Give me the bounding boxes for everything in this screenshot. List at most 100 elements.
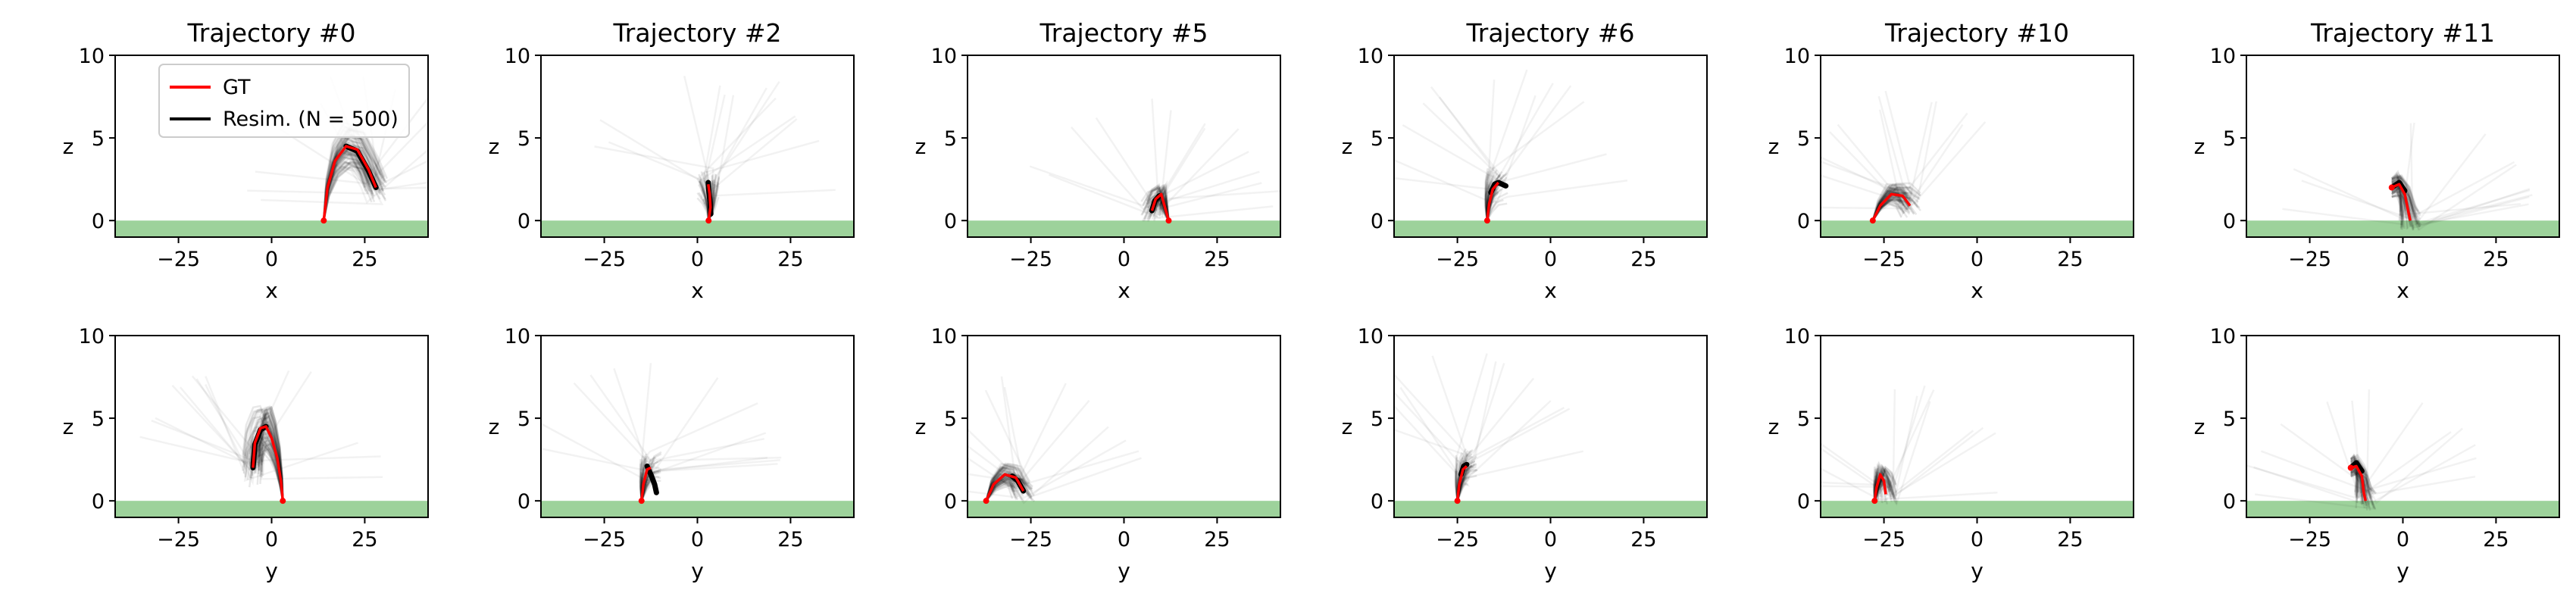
resim-trajectory	[699, 180, 710, 221]
x-tick-label: 0	[1544, 528, 1557, 551]
ground-strip	[2246, 220, 2559, 237]
resim-trajectory	[696, 197, 710, 221]
resim-trajectory	[985, 426, 1109, 504]
resim-trajectory	[639, 462, 644, 501]
x-tick-label: −25	[1862, 248, 1905, 271]
resim-trajectory	[1141, 193, 1170, 221]
resim-trajectory	[2350, 467, 2364, 501]
resim-trajectory	[1871, 191, 1921, 221]
resim-trajectory	[2349, 457, 2477, 493]
y-tick-label: 0	[2223, 490, 2236, 514]
resim-trajectory	[2391, 175, 2421, 226]
y-tick-label: 5	[2223, 127, 2236, 151]
resim-trajectory	[699, 179, 710, 221]
resim-trajectory	[1456, 377, 1535, 501]
resim-trajectory	[242, 436, 284, 501]
resim-trajectory	[640, 451, 662, 501]
resim-trajectory	[1455, 463, 1458, 501]
y-axis-label: z	[63, 414, 74, 439]
resim-trajectory	[2350, 456, 2372, 499]
resim-mean-line	[644, 463, 659, 495]
resim-trajectory	[968, 473, 1016, 501]
resim-trajectory	[2391, 189, 2402, 221]
resim-trajectory	[258, 405, 381, 501]
resim-cloud	[1394, 69, 1628, 221]
resim-trajectory	[985, 483, 1025, 501]
x-tick-label: −25	[157, 528, 200, 551]
resim-trajectory	[1029, 165, 1170, 221]
x-tick-label: 0	[1544, 248, 1557, 271]
resim-trajectory	[1456, 463, 1476, 501]
resim-trajectory	[1456, 406, 1565, 501]
resim-trajectory	[1455, 353, 1488, 501]
resim-trajectory	[1485, 170, 1492, 221]
resim-trajectory	[1874, 472, 1896, 501]
y-tick-label: 10	[1784, 45, 1810, 68]
resim-trajectory	[1484, 190, 1489, 221]
y-axis-label: z	[2194, 134, 2206, 159]
gt-line	[1486, 181, 1500, 221]
x-tick-label: −25	[1862, 528, 1905, 551]
resim-trajectory	[1484, 185, 1490, 221]
resim-trajectory	[1158, 189, 1170, 221]
resim-trajectory	[1874, 476, 1898, 502]
y-axis-label: z	[1768, 414, 1780, 439]
resim-trajectory	[323, 153, 384, 221]
resim-trajectory	[1456, 474, 1477, 501]
resim-trajectory	[2246, 464, 2359, 500]
resim-trajectory	[2391, 192, 2403, 217]
resim-trajectory	[2350, 470, 2371, 504]
resim-trajectory	[1484, 80, 1496, 221]
y-axis-label: z	[1768, 134, 1780, 159]
ground-strip	[115, 501, 428, 517]
resim-cloud	[2246, 389, 2477, 511]
resim-trajectory	[2293, 168, 2403, 220]
axes-frame	[540, 335, 855, 518]
y-axis-label: z	[915, 414, 927, 439]
y-axis-label: z	[63, 134, 74, 159]
resim-trajectory	[985, 464, 1023, 501]
resim-trajectory	[1871, 189, 1905, 221]
resim-trajectory	[1821, 174, 1902, 221]
subplot-2: −25 0 25 0 5 10 x z Trajectory #5	[915, 18, 1281, 303]
resim-trajectory	[1454, 468, 1458, 501]
resim-trajectory	[151, 406, 284, 501]
y-axis-label: z	[1342, 134, 1353, 159]
resim-trajectory	[242, 435, 284, 501]
resim-trajectory	[1874, 472, 1896, 501]
resim-trajectory	[2350, 467, 2365, 504]
x-tick-label: 0	[2396, 528, 2409, 551]
x-tick-label: 0	[265, 248, 278, 271]
resim-trajectory	[639, 458, 644, 501]
resim-trajectory	[985, 477, 1032, 501]
resim-trajectory	[1821, 156, 1912, 221]
resim-trajectory	[2391, 122, 2415, 229]
resim-trajectory	[1484, 174, 1490, 221]
resim-trajectory	[1158, 128, 1240, 221]
gt-start-marker	[638, 498, 645, 504]
resim-trajectory	[698, 184, 710, 221]
resim-trajectory	[1874, 389, 1896, 501]
y-tick-label: 0	[1371, 210, 1383, 233]
resim-trajectory	[696, 192, 710, 221]
y-axis-label: z	[2194, 414, 2206, 439]
resim-trajectory	[2391, 188, 2533, 226]
y-tick-label: 10	[1358, 45, 1383, 68]
resim-trajectory	[1871, 189, 1905, 221]
plot-area	[1394, 353, 1707, 517]
resim-trajectory	[1399, 386, 1464, 501]
resim-trajectory	[2391, 175, 2417, 212]
resim-trajectory	[1871, 195, 1921, 221]
subplot-10: −25 0 25 0 5 10 y z	[1768, 325, 2134, 583]
resim-trajectory	[1456, 455, 1477, 501]
gt-start-marker	[705, 217, 712, 224]
legend-label: Resim. (N = 500)	[223, 108, 399, 131]
resim-trajectory	[2350, 471, 2373, 492]
resim-trajectory	[2253, 456, 2368, 507]
x-tick-label: 25	[777, 528, 803, 551]
plot-area	[1394, 69, 1707, 237]
resim-trajectory	[2391, 189, 2403, 220]
gt-line	[985, 473, 1025, 501]
plot-area	[2246, 122, 2559, 237]
resim-trajectory	[2350, 467, 2377, 495]
